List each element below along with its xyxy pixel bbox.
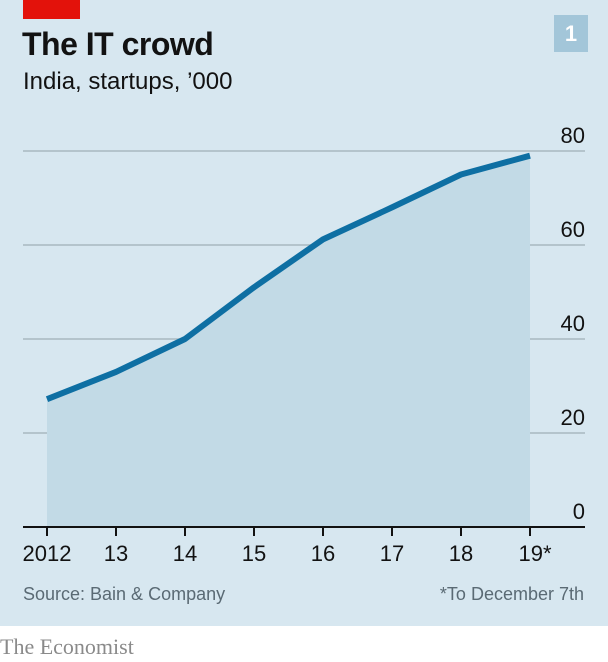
- chart-subtitle: India, startups, ’000: [23, 68, 233, 95]
- x-tick-label: 15: [242, 541, 266, 566]
- series-line: [45, 152, 531, 402]
- source-note: Source: Bain & Company: [23, 584, 226, 604]
- x-tick-label: 14: [173, 541, 197, 566]
- red-accent-tag: [23, 0, 80, 19]
- area-chart: 2012 13 14 15 16 17 18 19* 0 20 40 60 80: [23, 123, 585, 566]
- y-tick-label: 60: [561, 217, 585, 242]
- x-tick-label: 19*: [518, 541, 551, 566]
- brand-logo-text: The Economist: [0, 634, 134, 659]
- y-tick-label: 40: [561, 311, 585, 336]
- y-tick-label: 0: [573, 499, 585, 524]
- x-tick-label: 2012: [23, 541, 72, 566]
- x-axis-labels: 2012 13 14 15 16 17 18 19*: [23, 541, 552, 566]
- footnote: *To December 7th: [439, 584, 584, 604]
- chart-title: The IT crowd: [22, 26, 214, 62]
- x-tick-label: 18: [449, 541, 473, 566]
- x-axis-ticks: [46, 527, 531, 536]
- y-tick-label: 80: [561, 123, 585, 148]
- chart-number-badge: 1: [554, 15, 588, 52]
- x-tick-label: 16: [311, 541, 335, 566]
- x-tick-label: 13: [104, 541, 128, 566]
- x-tick-label: 17: [380, 541, 404, 566]
- y-tick-label: 20: [561, 405, 585, 430]
- y-axis-labels: 0 20 40 60 80: [561, 123, 585, 524]
- area-fill: [47, 155, 530, 527]
